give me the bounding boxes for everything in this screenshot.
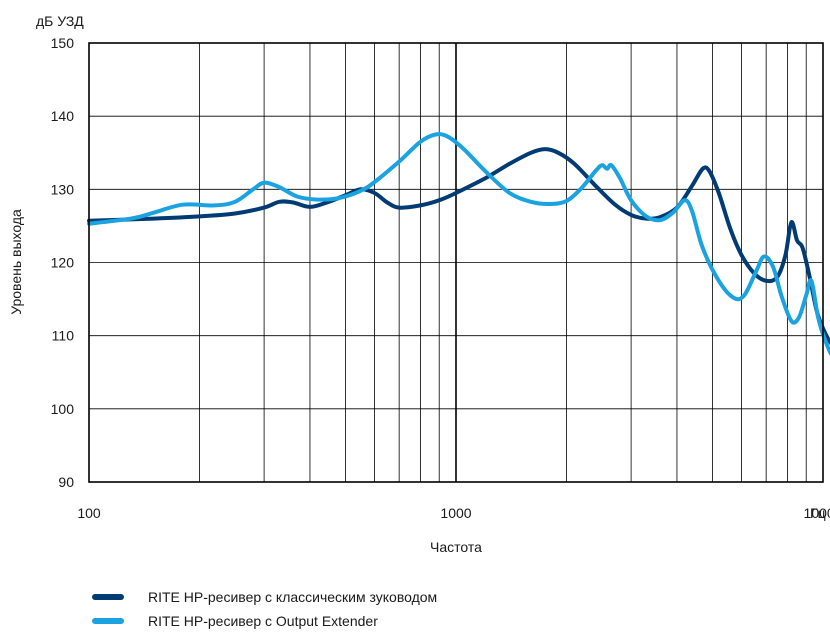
y-tick-label: 120 [51,255,75,271]
x-axis-title: Частота [430,539,482,555]
legend-label-classic: RITE HP-ресивер с классическим зуководом [148,589,438,605]
x-tick-label: 1000 [440,505,471,521]
y-tick-label: 110 [52,328,75,344]
y-tick-label: 100 [51,401,75,417]
y-tick-label: 130 [51,181,75,197]
legend-item-output-extender: RITE HP-ресивер с Output Extender [92,609,437,633]
y-tick-label: 150 [51,35,75,51]
x-tick-labels: 100 1000 10000 [77,505,830,521]
legend-item-classic: RITE HP-ресивер с классическим зуководом [92,585,437,609]
y-axis-unit-label: дБ УЗД [36,13,84,29]
grid [89,43,823,482]
y-tick-labels: 90 100 110 120 130 140 150 [51,35,75,490]
y-tick-label: 90 [58,474,74,490]
x-tick-label: 10000 [804,505,830,521]
series-lines [87,132,830,357]
legend-swatch-output-extender [92,618,124,624]
x-tick-label: 100 [77,505,101,521]
y-axis-title: Уровень выхода [8,209,24,315]
legend-swatch-classic [92,594,124,600]
legend: RITE HP-ресивер с классическим зуководом… [92,585,437,633]
y-tick-label: 140 [51,108,75,124]
plot-frame [88,42,824,483]
x-axis-unit-label: Гц [810,505,826,521]
legend-label-output-extender: RITE HP-ресивер с Output Extender [148,613,378,629]
series-line-output-extender [87,132,830,357]
